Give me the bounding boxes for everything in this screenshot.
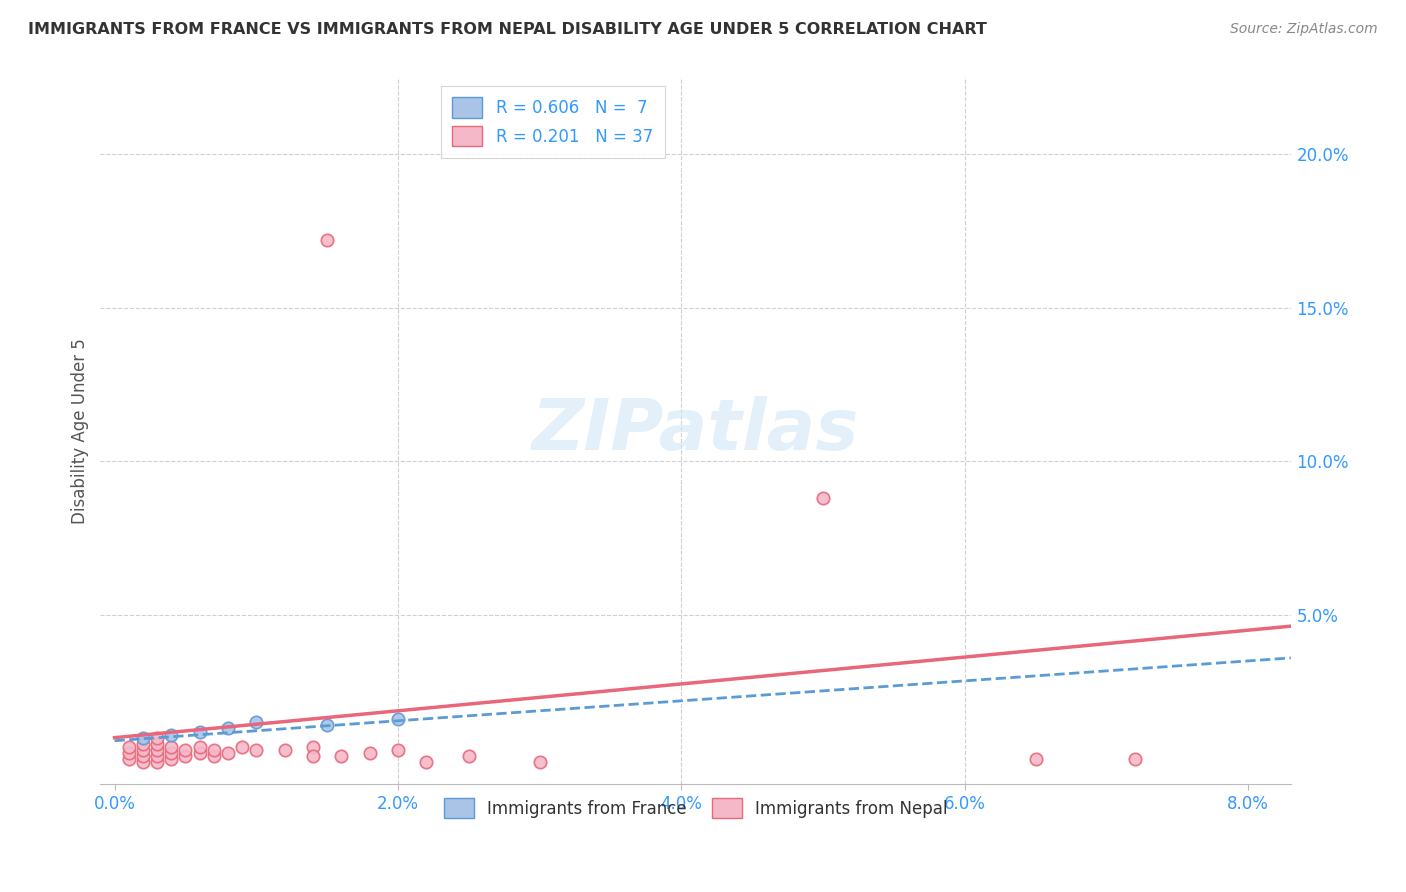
Point [146, 737, 169, 751]
Point [160, 752, 183, 766]
Text: ZIPatlas: ZIPatlas [531, 396, 859, 465]
Point [146, 756, 169, 770]
Point [188, 746, 211, 760]
Point [160, 746, 183, 760]
Point [160, 728, 183, 742]
Point [174, 743, 197, 757]
Point [1123, 752, 1146, 766]
Point [132, 756, 155, 770]
Point [217, 746, 239, 760]
Point [146, 731, 169, 745]
Point [302, 749, 325, 764]
Point [188, 724, 211, 739]
Point [387, 743, 409, 757]
Point [415, 756, 437, 770]
Point [1025, 752, 1047, 766]
Point [146, 749, 169, 764]
Point [245, 743, 267, 757]
Point [231, 739, 253, 754]
Point [118, 746, 141, 760]
Point [174, 749, 197, 764]
Point [118, 739, 141, 754]
Point [132, 731, 155, 745]
Point [811, 491, 834, 505]
Text: Source: ZipAtlas.com: Source: ZipAtlas.com [1230, 22, 1378, 37]
Point [529, 756, 551, 770]
Point [132, 743, 155, 757]
Point [330, 749, 353, 764]
Point [316, 233, 339, 247]
Point [302, 739, 325, 754]
Point [202, 743, 225, 757]
Point [188, 739, 211, 754]
Text: IMMIGRANTS FROM FRANCE VS IMMIGRANTS FROM NEPAL DISABILITY AGE UNDER 5 CORRELATI: IMMIGRANTS FROM FRANCE VS IMMIGRANTS FRO… [28, 22, 987, 37]
Point [457, 749, 479, 764]
Point [217, 722, 239, 736]
Legend: Immigrants from France, Immigrants from Nepal: Immigrants from France, Immigrants from … [437, 791, 955, 825]
Point [132, 749, 155, 764]
Point [387, 712, 409, 726]
Point [160, 739, 183, 754]
Point [132, 737, 155, 751]
Point [146, 743, 169, 757]
Point [202, 749, 225, 764]
Point [273, 743, 295, 757]
Y-axis label: Disability Age Under 5: Disability Age Under 5 [72, 338, 89, 524]
Point [245, 715, 267, 730]
Point [118, 752, 141, 766]
Point [359, 746, 381, 760]
Point [316, 718, 339, 732]
